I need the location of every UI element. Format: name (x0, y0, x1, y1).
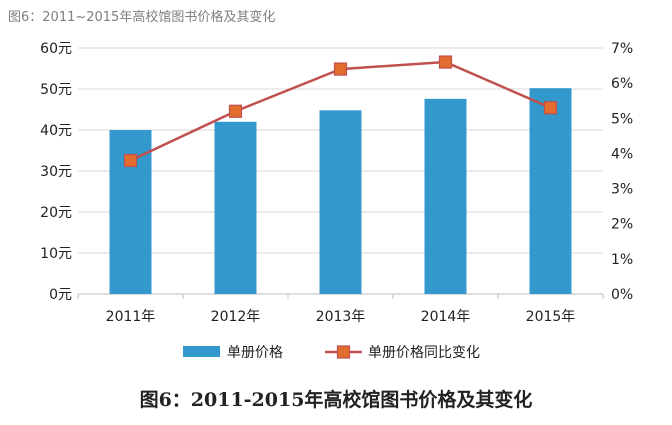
x-tick-label: 2012年 (211, 309, 261, 325)
bar-series (109, 88, 572, 295)
legend-line-label: 单册价格同比变化 (368, 345, 480, 361)
right-tick-label: 4% (611, 146, 633, 162)
x-tick-label: 2013年 (316, 309, 366, 325)
x-axis-ticks: 2011年 2012年 2013年 2014年 2015年 (106, 309, 576, 325)
right-tick-label: 3% (611, 182, 633, 198)
left-tick-label: 20元 (40, 205, 72, 221)
left-tick-label: 10元 (40, 246, 72, 262)
right-tick-label: 6% (611, 76, 633, 92)
bar (424, 98, 467, 294)
top-caption: 图6：2011~2015年高校馆图书价格及其变化 (8, 10, 276, 25)
left-tick-label: 30元 (40, 164, 72, 180)
legend-line-marker (336, 345, 351, 359)
left-tick-label: 0元 (49, 287, 72, 303)
left-tick-label: 40元 (40, 123, 72, 139)
right-tick-label: 7% (611, 41, 633, 57)
bar (214, 121, 257, 294)
line-point (543, 101, 558, 115)
bottom-caption: 图6：2011-2015年高校馆图书价格及其变化 (139, 389, 533, 411)
line-point (438, 55, 453, 69)
right-tick-label: 2% (611, 217, 633, 233)
right-axis-ticks: 0% 1% 2% 3% 4% 5% 6% 7% (611, 41, 633, 303)
legend-bar-swatch (183, 346, 220, 357)
right-tick-label: 5% (611, 111, 633, 127)
right-tick-label: 0% (611, 287, 633, 303)
x-tick-label: 2014年 (421, 309, 471, 325)
left-tick-label: 50元 (40, 82, 72, 98)
bar (319, 110, 362, 294)
x-tick-label: 2015年 (526, 309, 576, 325)
line-series (123, 55, 558, 168)
legend-bar-label: 单册价格 (227, 345, 283, 361)
legend: 单册价格 单册价格同比变化 (183, 345, 480, 361)
line-point (228, 104, 243, 118)
left-tick-label: 60元 (40, 41, 72, 57)
left-axis-ticks: 0元 10元 20元 30元 40元 50元 60元 (40, 41, 72, 303)
right-tick-label: 1% (611, 252, 633, 268)
line-point (123, 153, 138, 168)
line-point (333, 62, 348, 76)
bar (529, 88, 572, 295)
x-tick-label: 2011年 (106, 309, 156, 325)
